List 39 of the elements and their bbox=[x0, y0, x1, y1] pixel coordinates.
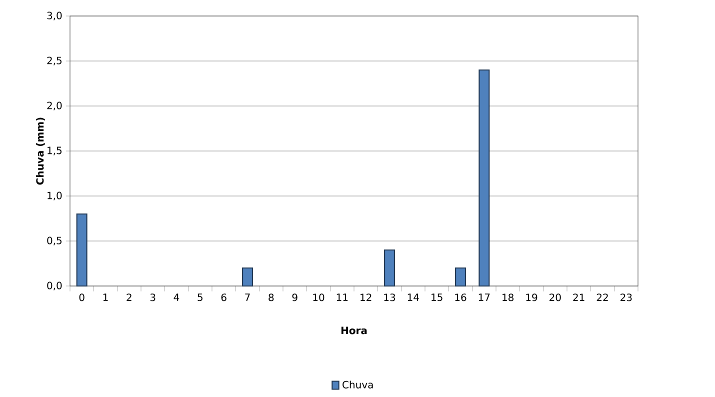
x-tick-label: 18 bbox=[502, 294, 514, 302]
x-tick-label: 8 bbox=[268, 294, 274, 302]
x-tick-label: 4 bbox=[174, 294, 180, 301]
x-tick-label: 15 bbox=[432, 294, 442, 302]
legend-label: Chuva bbox=[342, 380, 373, 388]
bar bbox=[478, 69, 490, 287]
x-tick-label: 16 bbox=[455, 294, 466, 302]
x-axis-title: Hora bbox=[341, 326, 367, 334]
y-axis-title: Chuva (mm) bbox=[36, 118, 45, 185]
bar bbox=[76, 213, 88, 287]
y-tick-label: 2,0 bbox=[47, 102, 62, 110]
x-tick-label: 7 bbox=[245, 294, 250, 301]
x-tick-label: 17 bbox=[478, 294, 490, 301]
bar bbox=[242, 267, 254, 287]
y-tick-label: 0,5 bbox=[47, 236, 62, 246]
x-tick-label: 12 bbox=[360, 294, 372, 302]
bar bbox=[384, 249, 396, 287]
x-tick-label: 14 bbox=[408, 294, 419, 301]
x-tick-label: 2 bbox=[126, 294, 132, 302]
x-tick-label: 5 bbox=[198, 294, 202, 302]
x-tick-label: 21 bbox=[573, 294, 584, 302]
x-tick-label: 10 bbox=[313, 294, 324, 302]
x-tick-label: 20 bbox=[550, 294, 561, 302]
y-tick-label: 2,5 bbox=[47, 56, 62, 66]
x-tick-label: 1 bbox=[103, 294, 108, 301]
x-tick-label: 19 bbox=[526, 294, 538, 302]
x-tick-label: 3 bbox=[150, 294, 156, 302]
x-tick-label: 13 bbox=[384, 294, 396, 302]
x-tick-label: 0 bbox=[79, 294, 84, 302]
y-tick-label: 1,5 bbox=[48, 146, 62, 156]
x-tick-label: 22 bbox=[596, 294, 608, 302]
y-tick-label: 1,0 bbox=[48, 192, 62, 200]
x-tick-label: 6 bbox=[221, 294, 226, 302]
x-tick-label: 11 bbox=[336, 294, 348, 301]
y-tick-label: 0,0 bbox=[47, 282, 62, 290]
x-tick-label: 23 bbox=[620, 294, 632, 302]
bar bbox=[454, 267, 466, 287]
y-tick-label: 3,0 bbox=[47, 12, 62, 20]
x-tick-label: 9 bbox=[292, 294, 298, 302]
